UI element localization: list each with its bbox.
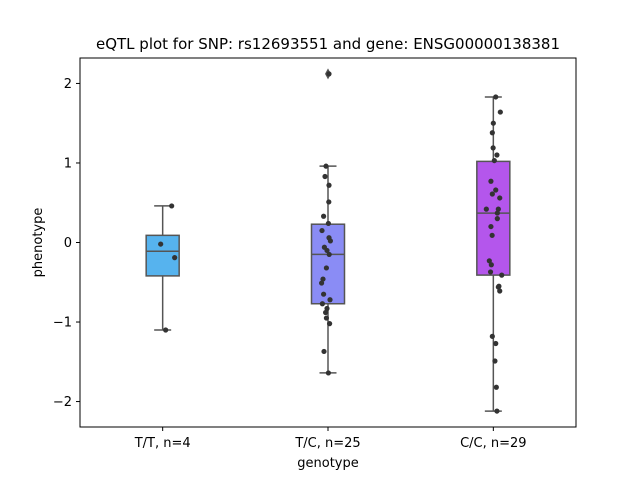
data-point — [493, 94, 499, 100]
box-iqr — [476, 160, 511, 276]
data-point — [489, 333, 495, 339]
data-point — [492, 358, 498, 364]
data-point — [494, 152, 500, 158]
y-axis-label: phenotype — [31, 208, 46, 278]
x-axis-label: genotype — [297, 456, 358, 471]
data-point — [494, 408, 500, 414]
data-point — [327, 297, 333, 303]
chart-title: eQTL plot for SNP: rs12693551 and gene: … — [96, 35, 560, 53]
data-point — [326, 182, 332, 188]
data-point — [487, 269, 494, 275]
data-point — [323, 309, 329, 316]
y-tick-label: −2 — [53, 395, 72, 410]
data-point — [497, 195, 503, 201]
data-point — [325, 370, 331, 376]
data-point — [488, 178, 494, 184]
data-point — [496, 283, 502, 289]
y-tick-label: 2 — [64, 77, 72, 92]
data-point — [169, 203, 175, 209]
data-point — [493, 384, 499, 390]
data-point — [324, 247, 330, 254]
data-point — [497, 109, 503, 115]
data-point — [323, 315, 329, 321]
data-point — [163, 327, 169, 333]
data-point — [319, 280, 325, 286]
plot-area: −2 −1 0 1 2 T/T, n=4 T/C, n=25 C/C, n=29 — [53, 68, 527, 451]
data-point — [488, 262, 494, 268]
y-tick-label: 0 — [64, 236, 72, 251]
plot-frame — [79, 57, 577, 428]
data-point — [495, 206, 501, 212]
data-point — [489, 232, 495, 238]
data-point — [494, 216, 500, 222]
data-point — [319, 301, 325, 307]
data-point — [158, 241, 164, 247]
x-tick-label: T/T, n=4 — [134, 436, 191, 451]
data-point — [494, 210, 500, 216]
data-point — [327, 321, 333, 327]
data-point — [326, 235, 332, 241]
data-point — [324, 305, 330, 312]
data-point — [490, 145, 496, 151]
y-tick-label: −1 — [53, 316, 72, 331]
data-point — [172, 255, 178, 261]
data-point — [483, 206, 489, 212]
y-tick-label: 1 — [64, 156, 72, 171]
data-point — [326, 71, 332, 77]
x-tick-label: T/C, n=25 — [294, 436, 360, 451]
data-point — [486, 258, 492, 264]
x-tick-label: C/C, n=29 — [460, 436, 526, 451]
data-point — [499, 272, 505, 278]
data-point — [323, 265, 329, 271]
data-point — [489, 191, 495, 197]
data-point — [321, 291, 327, 297]
data-point — [491, 157, 497, 164]
data-point — [493, 340, 499, 347]
data-point — [319, 227, 325, 234]
data-point — [326, 251, 332, 258]
data-point — [325, 220, 331, 227]
data-point — [490, 120, 496, 126]
data-point — [322, 173, 328, 180]
data-point — [321, 348, 327, 355]
data-point — [323, 163, 329, 169]
data-point — [320, 276, 326, 282]
data-point — [489, 130, 495, 136]
data-point — [326, 199, 332, 205]
data-point — [488, 223, 494, 230]
data-point — [493, 187, 499, 193]
data-point — [497, 288, 503, 294]
data-point — [321, 213, 327, 219]
